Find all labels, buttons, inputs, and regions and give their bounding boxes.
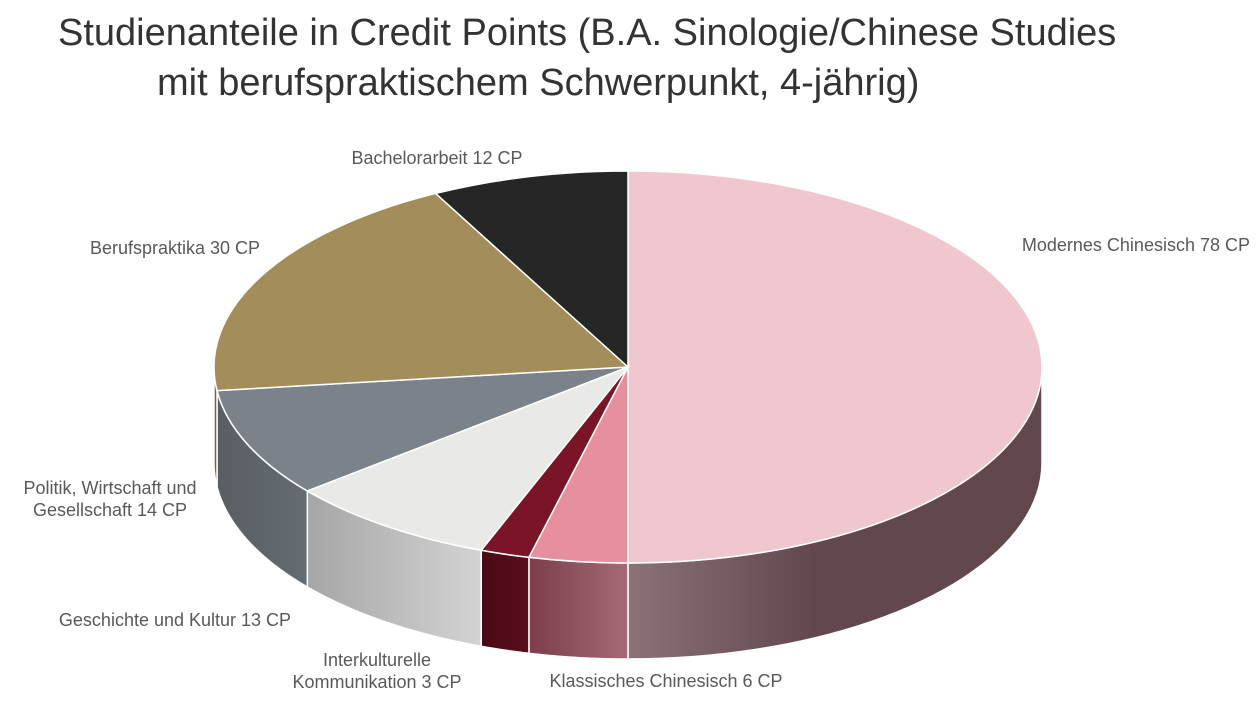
pie-label-5: Politik, Wirtschaft und Gesellschaft 14 C… [23,478,196,520]
pie-slices [213,170,1043,564]
pie-side-walls [213,366,1043,660]
pie-slice-1 [627,170,1043,564]
pie-slice-6 [213,192,630,392]
pie-label-2: Klassisches Chinesisch 6 CP [549,671,782,691]
pie-label-line: Berufspraktika 30 CP [90,238,260,258]
pie-label-line: Klassisches Chinesisch 6 CP [549,671,782,691]
pie-labels: Modernes Chinesisch 78 CP Klassisches Chi… [23,148,1250,692]
chart-title-line-1: Studienanteile in Credit Points (B.A. Si… [58,12,1117,54]
pie-label-line: Geschichte und Kultur 13 CP [59,610,291,630]
pie-label-line: Modernes Chinesisch 78 CP [1022,235,1250,255]
pie-label-line: Gesellschaft 14 CP [33,500,187,520]
pie-label-7: Bachelorarbeit 12 CP [351,148,522,168]
pie-label-4: Geschichte und Kultur 13 CP [59,610,291,630]
pie-slice-5 [216,366,629,492]
pie-label-line: Bachelorarbeit 12 CP [351,148,522,168]
pie-label-line: Kommunikation 3 CP [292,672,461,692]
pie-label-line: Politik, Wirtschaft und [23,478,196,498]
pie-side-3 [480,549,530,655]
pie-side-2 [528,556,629,660]
chart-title-line-2: mit berufspraktischem Schwerpunkt, 4-jäh… [157,62,920,104]
pie-label-1: Modernes Chinesisch 78 CP [1022,235,1250,255]
pie-slice-7 [434,170,629,369]
pie-slice-4 [305,365,631,552]
pie-label-6: Berufspraktika 30 CP [90,238,260,258]
pie-label-line: Interkulturelle [323,650,431,670]
pie-label-3: Interkulturelle Kommunikation 3 CP [292,650,461,692]
